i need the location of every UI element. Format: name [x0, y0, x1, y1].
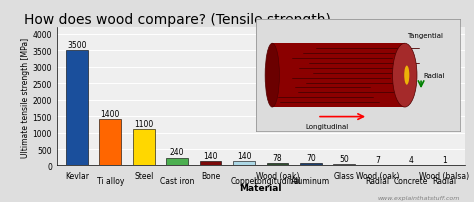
Bar [300, 163, 322, 166]
Text: 70: 70 [306, 153, 316, 162]
Text: 140: 140 [203, 151, 218, 160]
Text: Radial: Radial [432, 176, 456, 185]
Text: Aluminum: Aluminum [291, 176, 330, 185]
Text: Kevlar: Kevlar [65, 171, 89, 180]
Bar [333, 164, 355, 166]
Text: 1400: 1400 [100, 110, 120, 119]
Text: Concrete: Concrete [394, 176, 428, 185]
Y-axis label: Ultimate tensile strength [MPa]: Ultimate tensile strength [MPa] [21, 37, 30, 157]
Text: Cast iron: Cast iron [160, 176, 194, 185]
Ellipse shape [265, 44, 279, 107]
Bar [272, 44, 405, 107]
Text: Radial: Radial [365, 176, 390, 185]
Text: 7: 7 [375, 155, 380, 164]
Text: Wood (balsa): Wood (balsa) [419, 171, 470, 180]
Text: 78: 78 [273, 153, 282, 162]
Text: Radial: Radial [423, 73, 445, 79]
Ellipse shape [392, 44, 417, 107]
Text: Copper: Copper [230, 176, 258, 185]
Text: Wood (oak): Wood (oak) [356, 171, 399, 180]
Bar [367, 165, 389, 166]
Text: www.explainthatstuff.com: www.explainthatstuff.com [377, 195, 460, 200]
Bar [100, 120, 121, 166]
Text: Ti alloy: Ti alloy [97, 176, 124, 185]
Text: Glass: Glass [334, 171, 355, 180]
Text: 1: 1 [442, 155, 447, 164]
Text: 50: 50 [339, 154, 349, 163]
Text: Tangential: Tangential [408, 33, 444, 39]
Bar [233, 161, 255, 166]
Text: Longitudinal: Longitudinal [306, 123, 349, 129]
Text: Steel: Steel [134, 171, 154, 180]
Text: How does wood compare? (Tensile strength): How does wood compare? (Tensile strength… [24, 13, 331, 27]
Text: Material: Material [239, 183, 282, 192]
Bar [66, 51, 88, 166]
Text: 140: 140 [237, 151, 251, 160]
Bar [266, 163, 288, 166]
Bar [200, 161, 221, 166]
Bar [166, 158, 188, 166]
Text: Longitudinal: Longitudinal [254, 176, 301, 185]
Text: 3500: 3500 [67, 41, 87, 50]
Text: 4: 4 [409, 155, 413, 164]
Ellipse shape [404, 66, 410, 85]
Text: 240: 240 [170, 147, 184, 157]
Text: Bone: Bone [201, 171, 220, 180]
Text: 1100: 1100 [134, 119, 154, 128]
Bar [133, 130, 155, 166]
Text: Wood (oak): Wood (oak) [255, 171, 299, 180]
